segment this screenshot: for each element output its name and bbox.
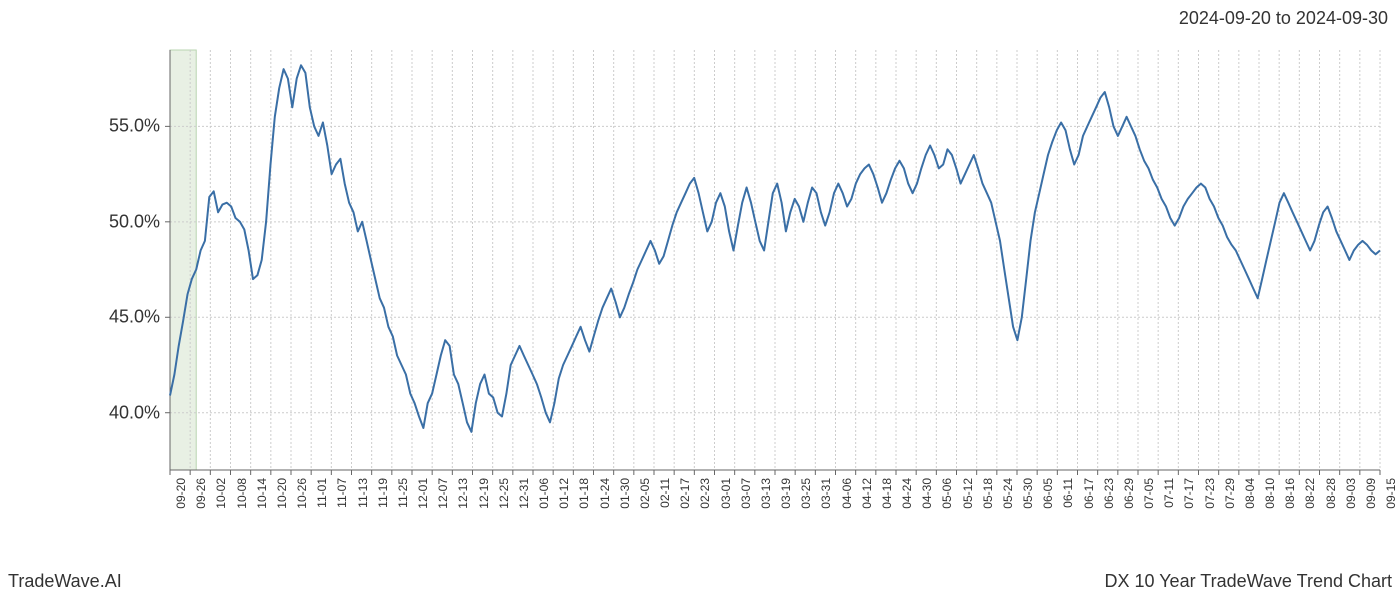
y-tick-label: 40.0%: [90, 402, 160, 423]
x-tick-label: 08-04: [1243, 478, 1257, 509]
x-tick-label: 07-05: [1142, 478, 1156, 509]
x-tick-label: 07-23: [1203, 478, 1217, 509]
x-tick-label: 01-18: [577, 478, 591, 509]
x-tick-label: 11-13: [356, 478, 370, 508]
x-tick-label: 05-12: [961, 478, 975, 509]
x-tick-label: 04-06: [840, 478, 854, 509]
x-tick-label: 11-01: [315, 478, 329, 508]
x-tick-label: 04-12: [860, 478, 874, 509]
x-tick-label: 03-19: [779, 478, 793, 509]
x-tick-label: 03-25: [799, 478, 813, 509]
x-tick-label: 03-07: [739, 478, 753, 509]
x-tick-label: 08-10: [1263, 478, 1277, 509]
x-tick-label: 10-14: [255, 478, 269, 509]
x-tick-label: 08-16: [1283, 478, 1297, 509]
x-tick-label: 01-12: [557, 478, 571, 509]
x-tick-label: 05-30: [1021, 478, 1035, 509]
x-tick-label: 02-23: [698, 478, 712, 509]
x-tick-label: 06-05: [1041, 478, 1055, 509]
x-tick-label: 03-13: [759, 478, 773, 509]
x-tick-label: 10-02: [214, 478, 228, 509]
x-tick-label: 04-24: [900, 478, 914, 509]
x-tick-label: 12-13: [456, 478, 470, 509]
x-tick-label: 12-01: [416, 478, 430, 509]
x-tick-label: 06-29: [1122, 478, 1136, 509]
x-tick-label: 12-07: [436, 478, 450, 509]
x-tick-label: 05-18: [981, 478, 995, 509]
x-tick-label: 06-23: [1102, 478, 1116, 509]
x-tick-label: 12-31: [517, 478, 531, 509]
x-tick-label: 12-25: [497, 478, 511, 509]
x-tick-label: 10-20: [275, 478, 289, 509]
x-tick-label: 09-15: [1384, 478, 1398, 509]
x-tick-label: 10-08: [235, 478, 249, 509]
x-tick-label: 02-11: [658, 478, 672, 508]
x-tick-label: 12-19: [477, 478, 491, 509]
x-tick-label: 10-26: [295, 478, 309, 509]
x-tick-label: 09-09: [1364, 478, 1378, 509]
x-tick-label: 01-30: [618, 478, 632, 509]
x-tick-label: 11-19: [376, 478, 390, 508]
x-tick-label: 11-07: [335, 478, 349, 508]
x-tick-label: 09-20: [174, 478, 188, 509]
x-tick-label: 07-29: [1223, 478, 1237, 509]
chart-title: DX 10 Year TradeWave Trend Chart: [1105, 571, 1393, 592]
x-tick-label: 09-03: [1344, 478, 1358, 509]
x-tick-label: 01-24: [598, 478, 612, 509]
x-tick-label: 07-17: [1182, 478, 1196, 509]
x-tick-label: 02-05: [638, 478, 652, 509]
x-tick-label: 04-18: [880, 478, 894, 509]
x-tick-label: 06-11: [1061, 478, 1075, 508]
x-tick-label: 04-30: [920, 478, 934, 509]
y-tick-label: 45.0%: [90, 307, 160, 328]
x-tick-label: 01-06: [537, 478, 551, 509]
x-tick-label: 05-24: [1001, 478, 1015, 509]
date-range-label: 2024-09-20 to 2024-09-30: [1179, 8, 1388, 29]
x-tick-label: 06-17: [1082, 478, 1096, 509]
x-tick-label: 09-26: [194, 478, 208, 509]
trend-chart: [0, 40, 1400, 540]
x-tick-label: 11-25: [396, 478, 410, 508]
y-tick-label: 55.0%: [90, 116, 160, 137]
x-tick-label: 07-11: [1162, 478, 1176, 508]
x-tick-label: 05-06: [940, 478, 954, 509]
chart-container: 40.0% 45.0% 50.0% 55.0% 09-20 09-26 10-02 10-0…: [0, 40, 1400, 540]
x-tick-label: 03-01: [719, 478, 733, 509]
footer-brand: TradeWave.AI: [8, 571, 122, 592]
x-tick-label: 03-31: [819, 478, 833, 509]
x-tick-label: 08-22: [1303, 478, 1317, 509]
y-tick-label: 50.0%: [90, 211, 160, 232]
x-tick-label: 02-17: [678, 478, 692, 509]
x-tick-label: 08-28: [1324, 478, 1338, 509]
